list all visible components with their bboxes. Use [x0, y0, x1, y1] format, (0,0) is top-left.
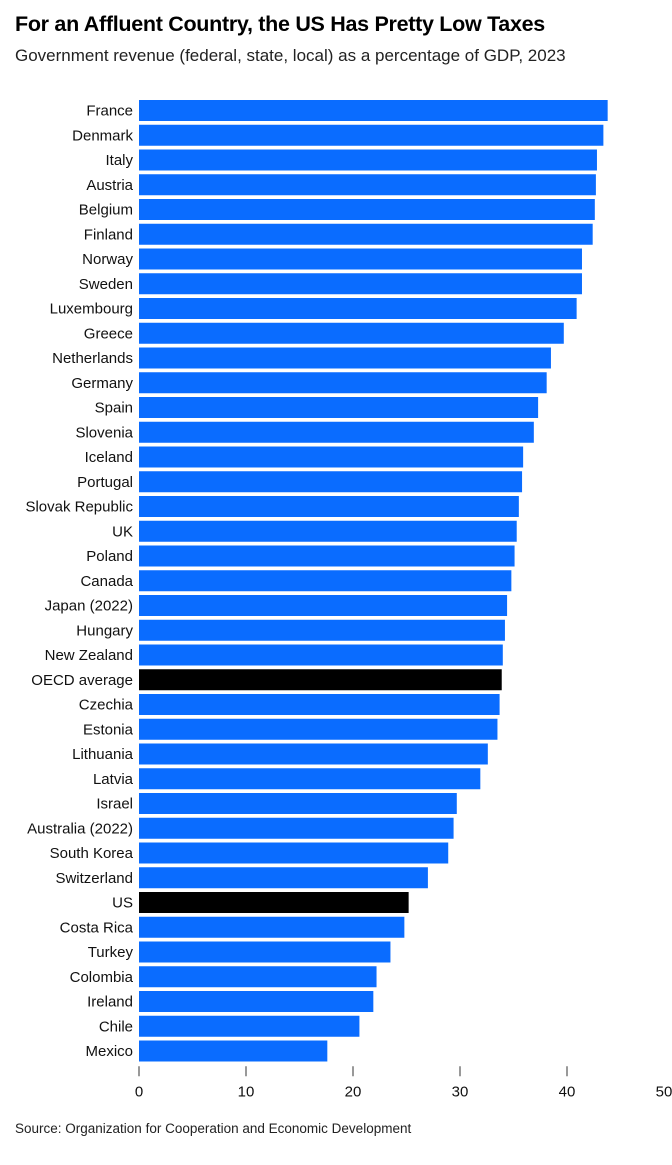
- category-label-estonia: Estonia: [83, 721, 134, 738]
- bar-latvia: [139, 768, 481, 790]
- category-labels-group: France Denmark Italy Austria Belgium Finland N…: [25, 103, 133, 1061]
- category-label-greece: Greece: [84, 325, 133, 342]
- category-label-latvia: Latvia: [93, 771, 134, 788]
- bar-new-zealand: [139, 644, 503, 666]
- bar-spain: [139, 397, 539, 418]
- bar-us: [139, 892, 409, 913]
- category-label-austria: Austria: [86, 177, 133, 194]
- category-label-sweden: Sweden: [79, 276, 133, 293]
- category-label-chile: Chile: [99, 1018, 133, 1035]
- category-label-denmark: Denmark: [72, 127, 133, 144]
- category-label-finland: Finland: [84, 226, 133, 243]
- category-label-hungary: Hungary: [76, 622, 133, 639]
- bar-iceland: [139, 446, 524, 468]
- bar-australia-2022: [139, 817, 454, 839]
- x-tick-label-30: 30: [452, 1083, 469, 1100]
- bar-finland: [139, 223, 593, 245]
- bar-canada: [139, 570, 512, 592]
- bars-group: [139, 100, 608, 1062]
- bar-portugal: [139, 471, 523, 493]
- bar-oecd-average: [139, 669, 502, 691]
- bar-austria: [139, 174, 596, 196]
- x-tick-label-50: 50: [656, 1083, 672, 1100]
- bar-japan-2022: [139, 595, 508, 616]
- category-label-colombia: Colombia: [70, 969, 134, 986]
- x-tick-label-40: 40: [559, 1083, 576, 1100]
- bar-greece: [139, 322, 564, 344]
- category-label-france: France: [86, 103, 133, 120]
- category-label-australia-2022: Australia (2022): [27, 820, 133, 837]
- bar-chile: [139, 1015, 360, 1037]
- category-label-norway: Norway: [82, 251, 133, 268]
- bar-colombia: [139, 966, 377, 988]
- bar-norway: [139, 248, 582, 270]
- category-label-slovak-republic: Slovak Republic: [25, 499, 133, 516]
- bar-switzerland: [139, 867, 428, 889]
- bar-luxembourg: [139, 298, 577, 319]
- category-label-mexico: Mexico: [85, 1043, 133, 1060]
- bar-france: [139, 100, 608, 121]
- bar-netherlands: [139, 347, 551, 369]
- category-label-portugal: Portugal: [77, 474, 133, 491]
- category-label-netherlands: Netherlands: [52, 350, 133, 367]
- bar-ireland: [139, 991, 374, 1012]
- bar-germany: [139, 372, 547, 394]
- category-label-iceland: Iceland: [85, 449, 133, 466]
- bar-italy: [139, 149, 597, 171]
- category-label-belgium: Belgium: [79, 202, 133, 219]
- category-label-luxembourg: Luxembourg: [50, 301, 133, 318]
- bar-sweden: [139, 273, 582, 295]
- chart-title: For an Affluent Country, the US Has Pret…: [15, 12, 545, 36]
- category-label-costa-rica: Costa Rica: [60, 919, 134, 936]
- category-label-poland: Poland: [86, 548, 133, 565]
- category-label-oecd-average: OECD average: [31, 672, 133, 689]
- category-label-slovenia: Slovenia: [75, 424, 133, 441]
- category-label-spain: Spain: [95, 400, 133, 417]
- bar-estonia: [139, 718, 498, 740]
- bar-slovak-republic: [139, 496, 519, 517]
- bar-south-korea: [139, 842, 449, 864]
- category-label-germany: Germany: [71, 375, 133, 392]
- category-label-turkey: Turkey: [88, 944, 134, 961]
- bar-israel: [139, 793, 457, 814]
- category-label-south-korea: South Korea: [50, 845, 134, 862]
- bar-turkey: [139, 941, 391, 963]
- category-label-italy: Italy: [105, 152, 133, 169]
- category-label-japan-2022: Japan (2022): [45, 598, 133, 615]
- source-note: Source: Organization for Cooperation and…: [15, 1121, 412, 1136]
- category-label-us: US: [112, 895, 133, 912]
- bar-hungary: [139, 619, 505, 641]
- x-tick-label-10: 10: [238, 1083, 255, 1100]
- x-axis: 0 10 20 30 40 50: [135, 1066, 672, 1100]
- x-tick-label-20: 20: [345, 1083, 362, 1100]
- category-label-switzerland: Switzerland: [55, 870, 133, 887]
- chart-subtitle: Government revenue (federal, state, loca…: [15, 46, 566, 65]
- bar-poland: [139, 545, 515, 567]
- bar-belgium: [139, 199, 595, 220]
- bar-chart: France Denmark Italy Austria Belgium Finland N…: [25, 100, 672, 1100]
- category-label-lithuania: Lithuania: [72, 746, 134, 763]
- bar-mexico: [139, 1040, 328, 1062]
- bar-denmark: [139, 124, 604, 146]
- bar-slovenia: [139, 421, 534, 443]
- x-tick-label-0: 0: [135, 1083, 143, 1100]
- category-label-ireland: Ireland: [87, 994, 133, 1011]
- category-label-uk: UK: [112, 523, 133, 540]
- bar-lithuania: [139, 743, 488, 765]
- bar-costa-rica: [139, 916, 405, 938]
- category-label-canada: Canada: [80, 573, 133, 590]
- category-label-israel: Israel: [96, 796, 133, 813]
- bar-czechia: [139, 694, 500, 715]
- category-label-new-zealand: New Zealand: [45, 647, 133, 664]
- category-label-czechia: Czechia: [79, 697, 134, 714]
- bar-uk: [139, 520, 517, 542]
